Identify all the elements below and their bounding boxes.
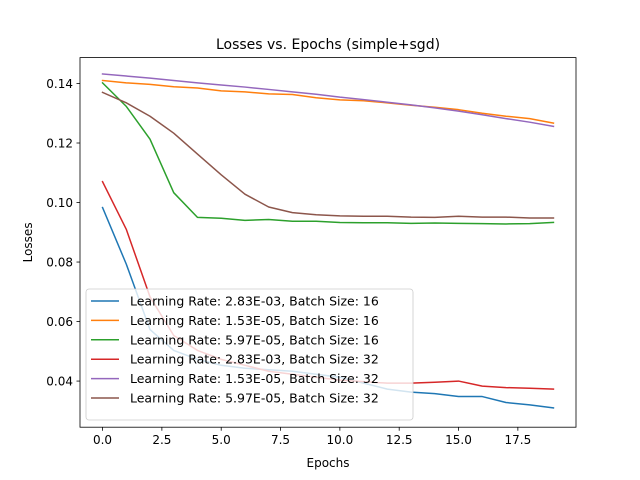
legend-label-3: Learning Rate: 5.97E-05, Batch Size: 16 bbox=[130, 332, 379, 347]
plot-frame bbox=[79, 57, 577, 428]
x-tick-label: 5.0 bbox=[212, 433, 231, 447]
legend-box bbox=[85, 288, 414, 421]
x-tick-label: 2.5 bbox=[152, 433, 171, 447]
chart-title: Losses vs. Epochs (simple+sgd) bbox=[216, 37, 440, 53]
series-line-3 bbox=[101, 81, 555, 225]
series-line-5 bbox=[101, 73, 555, 128]
y-tick-label: 0.06 bbox=[46, 315, 73, 329]
y-tick-label: 0.04 bbox=[46, 374, 73, 388]
x-tick-label: 15.0 bbox=[445, 433, 472, 447]
legend-label-2: Learning Rate: 1.53E-05, Batch Size: 16 bbox=[130, 313, 379, 328]
legend-label-1: Learning Rate: 2.83E-03, Batch Size: 16 bbox=[130, 294, 379, 309]
y-tick-label: 0.08 bbox=[46, 255, 73, 269]
legend-label-5: Learning Rate: 1.53E-05, Batch Size: 32 bbox=[130, 371, 379, 386]
series-line-6 bbox=[101, 91, 555, 219]
y-tick-label: 0.14 bbox=[46, 77, 73, 91]
legend-label-6: Learning Rate: 5.97E-05, Batch Size: 32 bbox=[130, 391, 379, 406]
axes-layer: 0.0 2.5 5.0 7.5 10.0 12.5 15.0 17.5 0.04 0.06 0.08… bbox=[46, 77, 531, 447]
series-line-2 bbox=[101, 79, 555, 124]
x-tick-label: 10.0 bbox=[327, 433, 354, 447]
x-axis-label: Epochs bbox=[307, 456, 350, 470]
legend-label-4: Learning Rate: 2.83E-03, Batch Size: 32 bbox=[130, 352, 379, 367]
x-tick-label: 12.5 bbox=[386, 433, 413, 447]
y-axis-label: Losses bbox=[21, 222, 35, 262]
y-tick-label: 0.10 bbox=[46, 196, 73, 210]
x-tick-label: 0.0 bbox=[93, 433, 112, 447]
legend: Learning Rate: 2.83E-03, Batch Size: 16 L… bbox=[85, 288, 414, 421]
x-tick-label: 7.5 bbox=[271, 433, 290, 447]
x-tick-label: 17.5 bbox=[504, 433, 531, 447]
y-tick-label: 0.12 bbox=[46, 136, 73, 150]
